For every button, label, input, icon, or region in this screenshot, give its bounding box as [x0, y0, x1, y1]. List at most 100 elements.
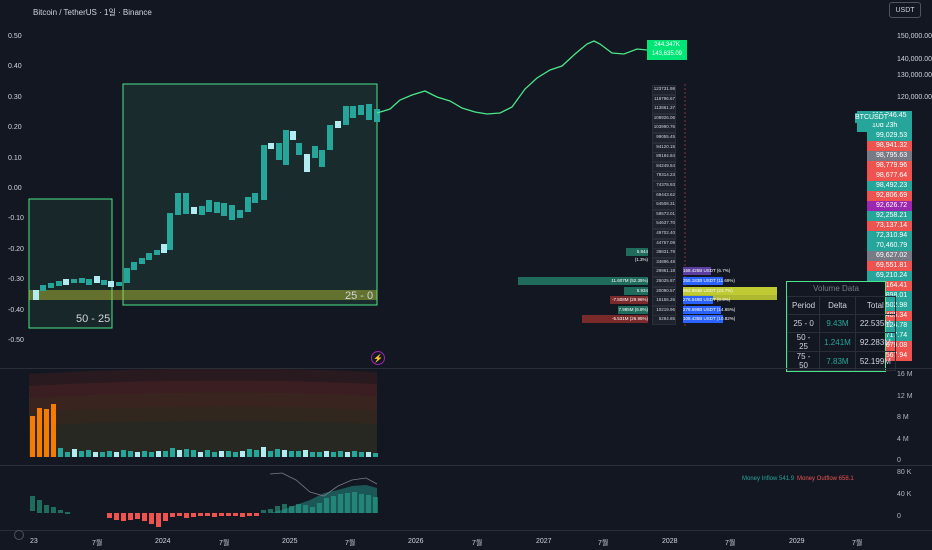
- volume-bar: [219, 451, 224, 457]
- candle: [86, 279, 92, 285]
- price-tag: 98,779.96: [867, 161, 912, 171]
- candle: [290, 131, 296, 140]
- price-tag: 92,626.72: [867, 201, 912, 211]
- price-level-box: 25025.87: [652, 277, 676, 287]
- poc-band-right: [683, 290, 777, 300]
- price-tag: 73,137.14: [867, 221, 912, 231]
- price-level-box: 39831.79: [652, 248, 676, 259]
- price-level-box: 29961.18: [652, 267, 676, 278]
- row-total: 52.199M: [854, 351, 896, 371]
- volume-bar: [121, 450, 126, 457]
- time-axis-tick: 2026: [408, 538, 424, 545]
- money-flow-bar: [184, 513, 189, 518]
- candle: [124, 268, 130, 283]
- row-period: 25 - 0: [786, 314, 821, 333]
- price-level-box: 15155.26: [652, 296, 676, 307]
- candle: [343, 106, 349, 125]
- candle: [237, 210, 243, 218]
- volume-bar: [324, 451, 329, 457]
- price-level-box: 108926.06: [652, 113, 676, 124]
- money-flow-bar: [170, 513, 175, 517]
- forecast-label-price: 143,635.09: [651, 51, 683, 57]
- time-axis-tick: 7월: [92, 540, 103, 547]
- volume-bar: [184, 449, 189, 457]
- price-level-box: 54637.70: [652, 219, 676, 230]
- price-level-box: 5284.65: [652, 315, 676, 326]
- candle: [335, 121, 341, 128]
- lightning-icon[interactable]: ⚡: [371, 351, 385, 365]
- row-delta: 1.241M: [819, 332, 856, 352]
- money-flow-bar: [359, 494, 364, 513]
- candle: [276, 143, 282, 160]
- current-price-tag: BTCUSDT 110,246.45 10d 23h: [855, 111, 912, 132]
- row-period: 75 - 50: [786, 351, 821, 371]
- left-axis-tick: 0.10: [8, 154, 22, 162]
- volume-bar: [72, 449, 77, 457]
- price-tag: 98,492.23: [867, 181, 912, 191]
- volume-bar: [268, 451, 273, 457]
- volume-axis-tick: 4 M: [897, 435, 909, 443]
- money-flow-bar: [373, 497, 378, 513]
- pane-divider[interactable]: [0, 465, 932, 466]
- volume-bar: [345, 452, 350, 457]
- volume-bar: [233, 452, 238, 457]
- volume-bar: [93, 452, 98, 457]
- volume-bar: [65, 452, 70, 457]
- time-axis-tick: 2029: [789, 538, 805, 545]
- money-flow-bar: [177, 513, 182, 516]
- pane-divider[interactable]: [0, 368, 932, 369]
- candle: [154, 250, 160, 255]
- money-flow-bar: [226, 513, 231, 516]
- left-axis-tick: 0.50: [8, 33, 22, 40]
- money-inflow-area: [270, 485, 377, 513]
- time-axis-tick: 7월: [472, 540, 483, 547]
- volume-bar: [205, 450, 210, 457]
- money-outflow-label: Money Outflow 658.1: [797, 476, 854, 482]
- money-flow-bar: [233, 513, 238, 516]
- volume-band: [29, 420, 377, 457]
- time-axis-tick: 7월: [725, 540, 736, 547]
- price-level-box: 99055.45: [652, 133, 676, 143]
- money-flow-bar: [261, 510, 266, 513]
- volume-bar: [58, 448, 63, 457]
- money-flow-bar: [317, 503, 322, 513]
- candle: [245, 197, 251, 212]
- row-delta: 9.43M: [819, 314, 856, 333]
- volume-bar: 108.435B USDT (10.82%): [683, 315, 736, 324]
- volume-bar: [86, 450, 91, 457]
- candle: [63, 279, 69, 285]
- right-axis-tick: 150,000.00: [897, 33, 932, 40]
- price-level-box: 59573.01: [652, 209, 676, 220]
- money-flow-bar: [352, 492, 357, 513]
- volume-bar: [310, 452, 315, 457]
- currency-button[interactable]: USDT: [889, 2, 921, 18]
- price-tag: 92,806.69: [867, 191, 912, 201]
- price-tag: 70,460.79: [867, 241, 912, 251]
- delta-bar: 11.607M (52.35%): [518, 277, 648, 285]
- candle: [40, 285, 46, 291]
- left-axis-tick: -0.10: [8, 215, 24, 223]
- candle: [116, 282, 122, 286]
- price-level-box: 79314.23: [652, 171, 676, 182]
- money-flow-bar: [275, 506, 280, 513]
- candle: [183, 193, 189, 214]
- left-axis-tick: 0.00: [8, 185, 22, 192]
- price-tag: 69,551.81: [867, 261, 912, 271]
- row-total: 92.283M: [854, 332, 896, 352]
- col-total: Total: [854, 296, 896, 315]
- time-axis-tick: 2028: [662, 538, 678, 545]
- time-axis-tick: 2024: [155, 538, 171, 545]
- volume-axis-tick: 8 M: [897, 414, 909, 421]
- price-level-box: 118796.67: [652, 94, 676, 105]
- candle: [167, 213, 173, 250]
- price-level-box: 74378.93: [652, 181, 676, 191]
- delta-bar: 5.944 (1.3%): [626, 248, 648, 262]
- settings-icon[interactable]: [14, 530, 24, 540]
- price-level-box: 20090.57: [652, 286, 676, 297]
- money-flow-bar: [191, 513, 196, 517]
- volume-bar: [135, 452, 140, 457]
- time-axis-tick: 7월: [598, 540, 609, 547]
- price-level-box: 44767.09: [652, 238, 676, 249]
